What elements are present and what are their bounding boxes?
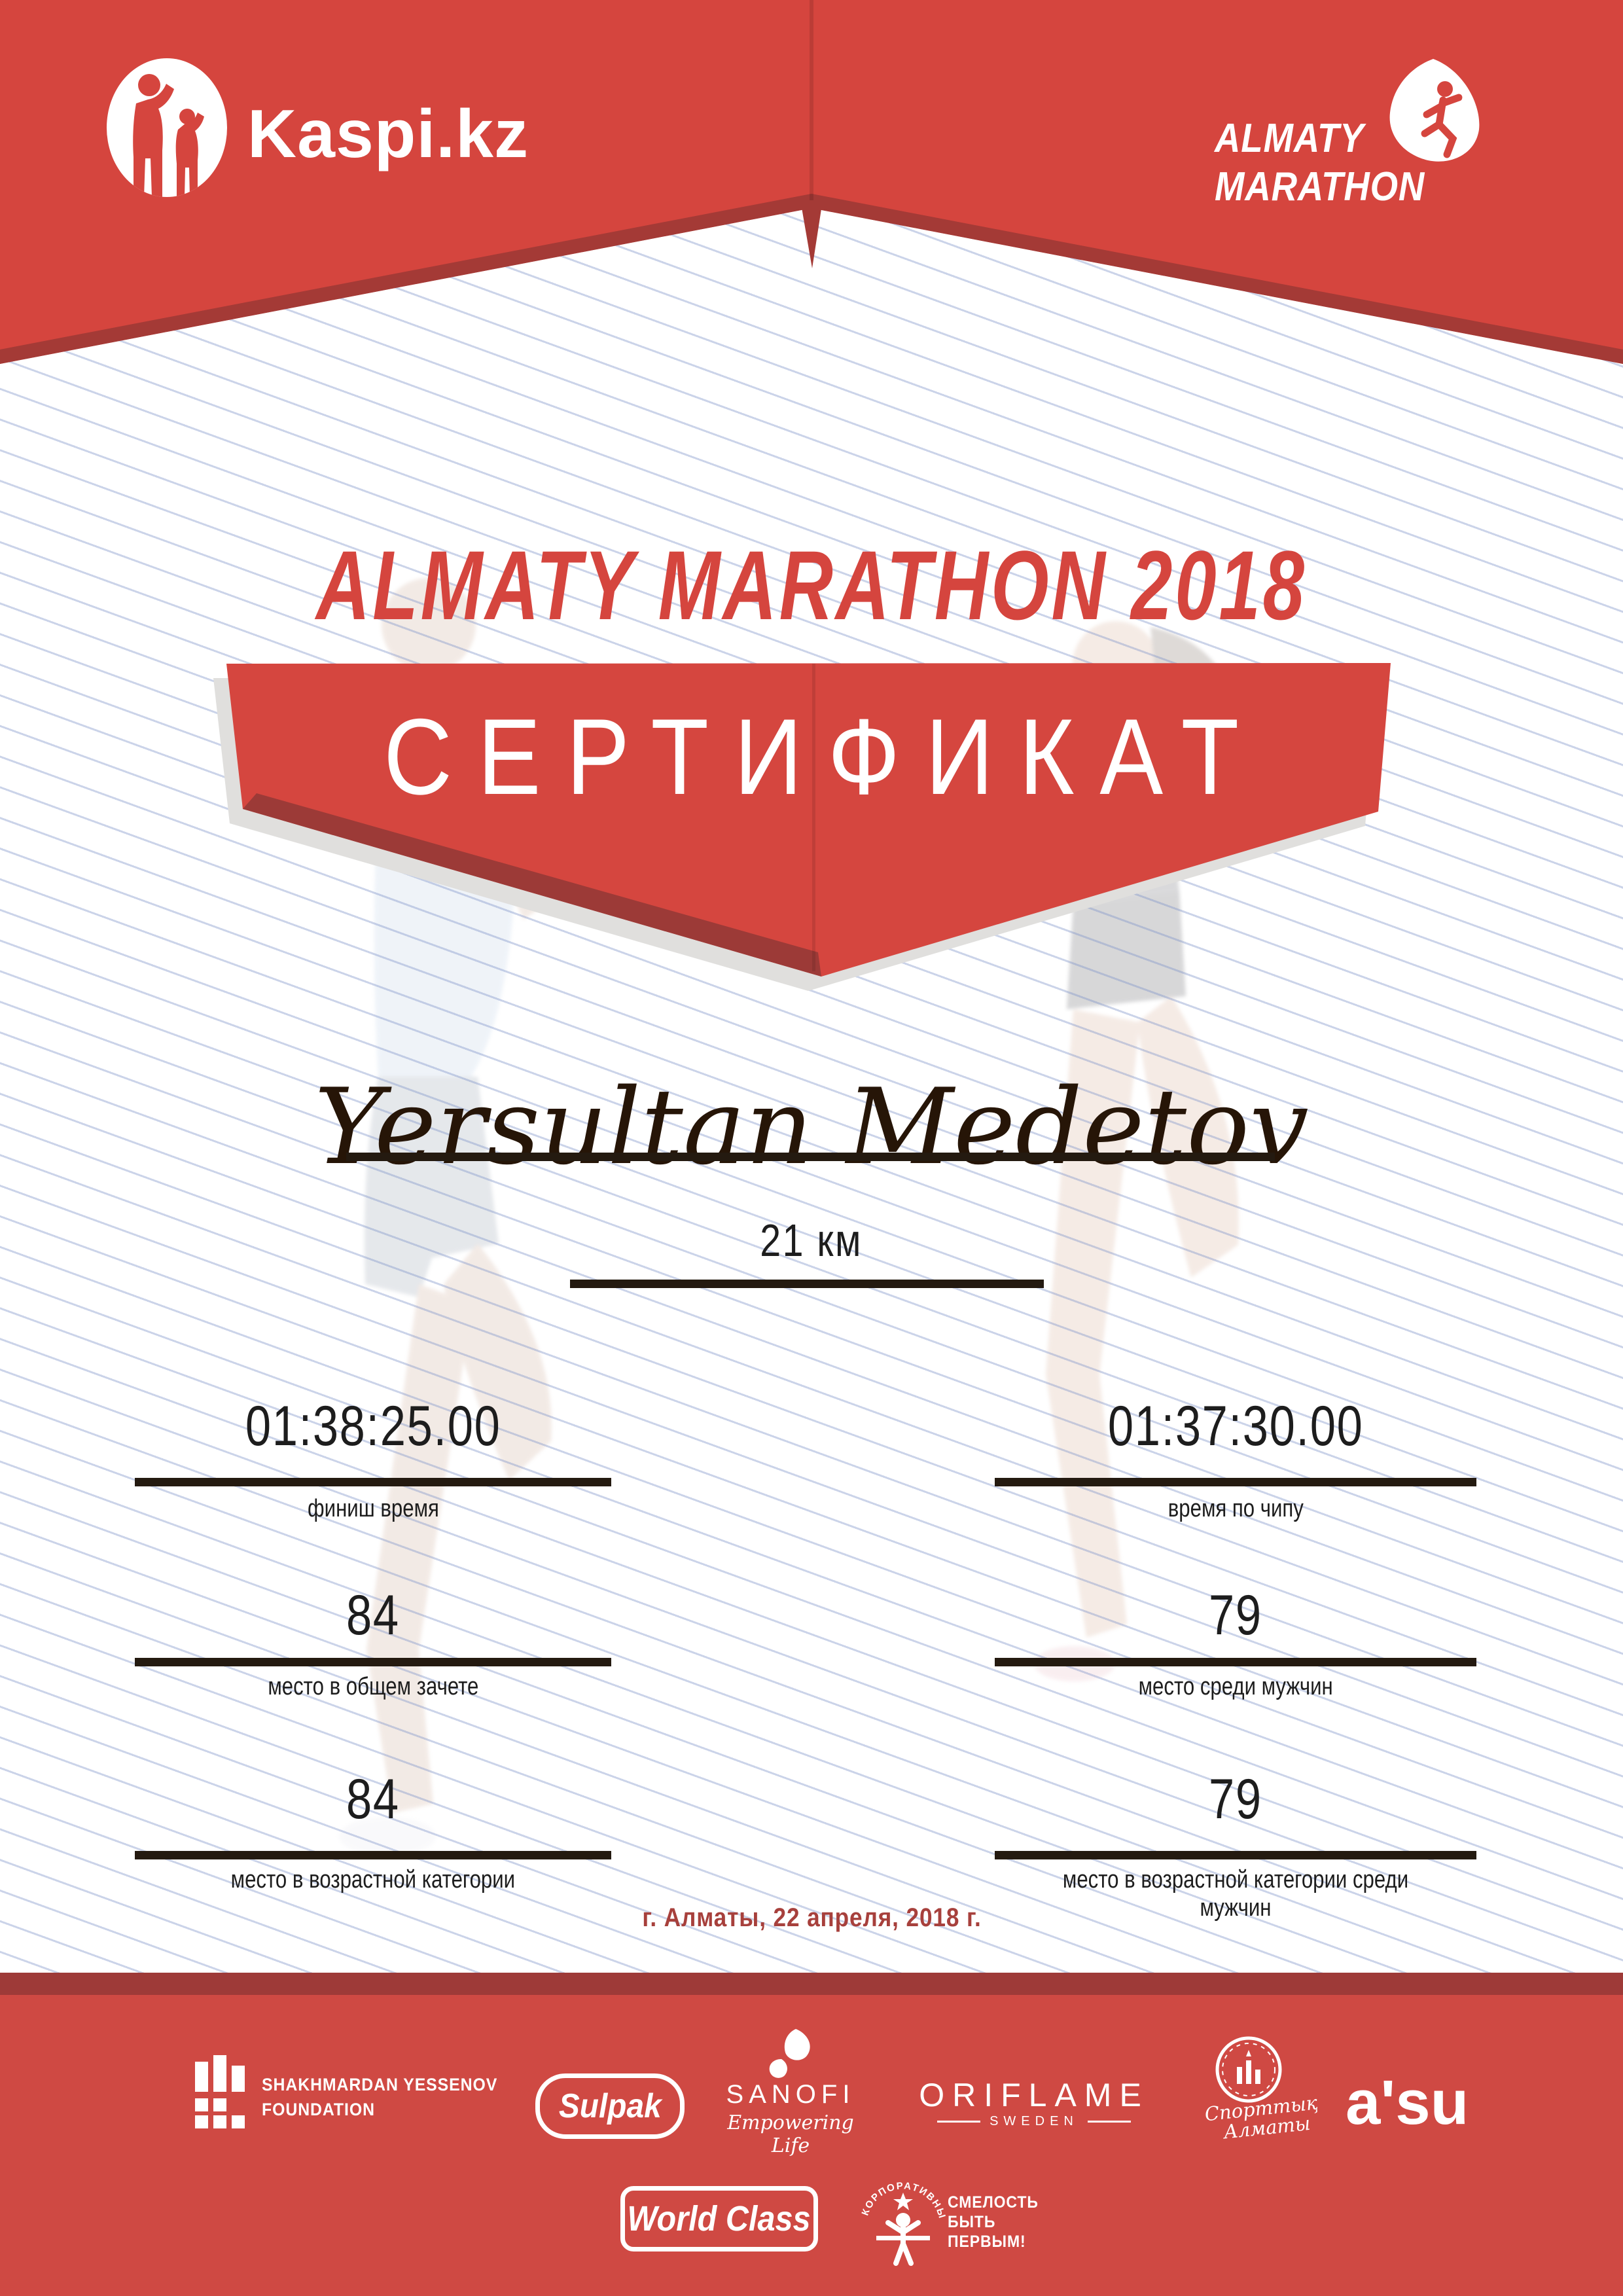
chip-time-value: 01:37:30.00 bbox=[1107, 1395, 1364, 1458]
sulpak-wordmark: Sulpak bbox=[558, 2087, 662, 2125]
fund-slogan-line2: БЫТЬ bbox=[948, 2213, 996, 2231]
overall-place-underline bbox=[135, 1658, 611, 1666]
yessenov-foundation-icon bbox=[195, 2055, 245, 2128]
gender-place-underline bbox=[995, 1658, 1476, 1666]
sanofi-bird-icon bbox=[769, 2029, 810, 2078]
recipient-name: Yersultan Medetov bbox=[314, 1066, 1309, 1188]
yessenov-line2: FOUNDATION bbox=[262, 2100, 375, 2119]
age-gender-place-underline bbox=[995, 1851, 1476, 1859]
chip-time-label: время по чипу bbox=[1168, 1495, 1304, 1522]
almaty-marathon-line2: MARATHON bbox=[1215, 164, 1425, 209]
finish-time-label: финиш время bbox=[307, 1495, 439, 1522]
corporate-fund-emblem-icon: КОРПОРАТИВНЫЙ ФОНД bbox=[854, 2168, 948, 2266]
event-date-line: г. Алматы, 22 апреля, 2018 г. bbox=[641, 1903, 982, 1932]
age-gender-place-label: место в возрастной категории среди мужчи… bbox=[1062, 1866, 1409, 1922]
finish-time-underline bbox=[135, 1478, 611, 1486]
kaspi-wordmark: Kaspi.kz bbox=[247, 96, 529, 172]
world-class-logo: World Class bbox=[620, 2186, 818, 2251]
oriflame-wordmark: ORIFLAME bbox=[919, 2077, 1149, 2113]
page-title: ALMATY MARATHON 2018 bbox=[316, 530, 1307, 640]
oriflame-sweden-label: SWEDEN bbox=[990, 2114, 1079, 2128]
overall-place-label: место в общем зачете bbox=[267, 1673, 479, 1700]
fund-slogan-line1: СМЕЛОСТЬ bbox=[948, 2193, 1039, 2212]
oriflame-dash-left bbox=[937, 2121, 981, 2123]
almaty-marathon-line1: ALMATY bbox=[1215, 116, 1364, 161]
yessenov-foundation-wordmark: SHAKHMARDAN YESSENOV FOUNDATION bbox=[262, 2072, 518, 2122]
age-gender-place-value: 79 bbox=[1209, 1768, 1262, 1831]
chip-time-underline bbox=[995, 1478, 1476, 1486]
age-place-underline bbox=[135, 1851, 611, 1859]
sulpak-logo: Sulpak bbox=[535, 2073, 685, 2139]
yessenov-line1: SHAKHMARDAN YESSENOV bbox=[262, 2075, 498, 2094]
sanofi-tagline: Empowering Life bbox=[727, 2111, 854, 2157]
sanofi-wordmark: SANOFI bbox=[726, 2080, 855, 2109]
distance-value: 21 км bbox=[760, 1215, 863, 1266]
kaspi-logo-icon bbox=[107, 58, 227, 197]
distance-underline bbox=[570, 1280, 1044, 1288]
certificate-word: СЕРТИФИКАТ bbox=[383, 696, 1265, 817]
age-place-label: место в возрастной категории bbox=[230, 1866, 516, 1893]
runner-teardrop-icon bbox=[1389, 59, 1480, 162]
sport-almaty-emblem-icon bbox=[1215, 2036, 1282, 2103]
svg-text:КОРПОРАТИВНЫЙ ФОНД: КОРПОРАТИВНЫЙ ФОНД bbox=[854, 2168, 948, 2221]
finish-time-value: 01:38:25.00 bbox=[245, 1395, 501, 1458]
overall-place-value: 84 bbox=[346, 1584, 400, 1647]
world-class-wordmark: World Class bbox=[628, 2199, 811, 2238]
fund-slogan-line3: ПЕРВЫМ! bbox=[948, 2233, 1026, 2251]
age-place-value: 84 bbox=[346, 1768, 400, 1831]
footer-stripe bbox=[0, 1973, 1623, 1995]
gender-place-label: место среди мужчин bbox=[1138, 1673, 1333, 1700]
oriflame-subline: SWEDEN bbox=[916, 2114, 1152, 2129]
corporate-fund-arc-text: КОРПОРАТИВНЫЙ ФОНД bbox=[854, 2168, 946, 2221]
corporate-fund-slogan: СМЕЛОСТЬ БЫТЬ ПЕРВЫМ! bbox=[948, 2193, 1046, 2251]
asu-wordmark: a'su bbox=[1346, 2068, 1469, 2138]
gender-place-value: 79 bbox=[1209, 1584, 1262, 1647]
name-underline bbox=[346, 1153, 1275, 1161]
oriflame-dash-right bbox=[1087, 2121, 1131, 2123]
